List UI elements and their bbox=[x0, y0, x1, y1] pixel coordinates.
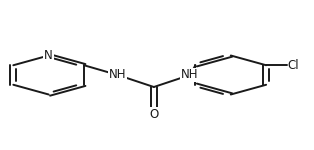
Text: N: N bbox=[44, 49, 53, 62]
Text: NH: NH bbox=[181, 69, 199, 81]
Text: NH: NH bbox=[109, 69, 127, 81]
Text: Cl: Cl bbox=[288, 59, 299, 72]
Text: O: O bbox=[149, 108, 159, 121]
